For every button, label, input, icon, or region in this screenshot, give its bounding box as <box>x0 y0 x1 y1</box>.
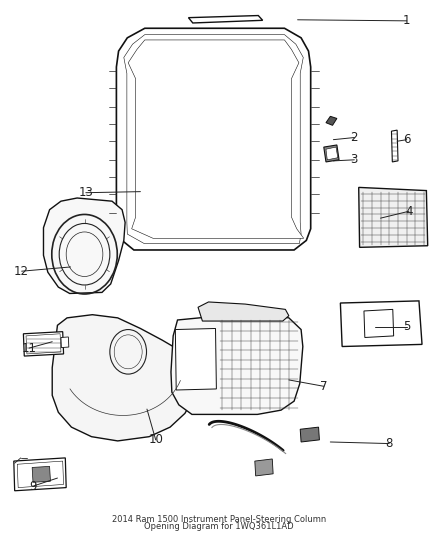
Text: Opening Diagram for 1WQ361L1AD: Opening Diagram for 1WQ361L1AD <box>144 522 294 531</box>
Text: 9: 9 <box>30 480 37 492</box>
Text: 7: 7 <box>320 380 328 393</box>
Polygon shape <box>324 145 339 162</box>
Polygon shape <box>141 56 289 166</box>
Polygon shape <box>326 116 337 125</box>
Polygon shape <box>128 40 304 238</box>
Text: 3: 3 <box>351 154 358 166</box>
Polygon shape <box>23 332 64 356</box>
Text: 12: 12 <box>14 265 29 278</box>
Polygon shape <box>124 35 303 244</box>
Text: 13: 13 <box>78 186 93 199</box>
Polygon shape <box>198 302 289 321</box>
Polygon shape <box>364 309 394 337</box>
Polygon shape <box>17 461 64 488</box>
Polygon shape <box>26 334 61 354</box>
Polygon shape <box>166 181 267 218</box>
Text: 1: 1 <box>403 14 410 27</box>
Text: 5: 5 <box>403 320 410 333</box>
Polygon shape <box>32 466 50 482</box>
Polygon shape <box>61 337 69 348</box>
Polygon shape <box>171 314 303 414</box>
Text: 2014 Ram 1500 Instrument Panel-Steering Column: 2014 Ram 1500 Instrument Panel-Steering … <box>112 515 326 524</box>
Polygon shape <box>14 458 66 491</box>
Text: 2: 2 <box>350 131 358 144</box>
Polygon shape <box>43 198 125 294</box>
Text: 11: 11 <box>21 342 37 354</box>
Polygon shape <box>175 328 216 390</box>
Text: 8: 8 <box>385 437 393 450</box>
Polygon shape <box>300 427 319 442</box>
Polygon shape <box>340 301 422 346</box>
Polygon shape <box>117 28 311 250</box>
Polygon shape <box>255 459 273 476</box>
Polygon shape <box>52 314 198 441</box>
Text: 4: 4 <box>405 205 413 218</box>
Text: 10: 10 <box>148 433 163 446</box>
Polygon shape <box>188 15 263 23</box>
Polygon shape <box>359 188 427 247</box>
Polygon shape <box>326 147 338 160</box>
Text: 6: 6 <box>403 133 410 146</box>
Polygon shape <box>392 130 398 162</box>
